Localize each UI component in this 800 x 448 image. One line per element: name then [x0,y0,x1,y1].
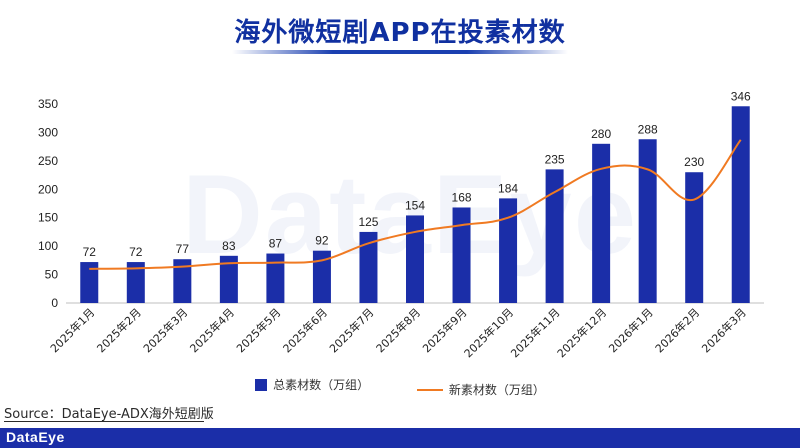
y-tick-label: 50 [45,268,59,282]
bar [312,250,331,303]
x-tick-label: 2025年12月 [554,305,609,360]
bar-value-label: 280 [591,127,611,141]
y-tick-label: 150 [38,211,58,225]
y-tick-label: 0 [51,296,58,310]
legend-label-total: 总素材数（万组） [273,378,370,392]
bar [638,139,657,303]
bar-value-label: 230 [684,155,704,169]
legend-item-new: 新素材数（万组） [416,381,545,398]
footer-bar: DataEye [0,428,800,448]
y-tick-label: 250 [38,154,58,168]
footer-logo: DataEye [6,429,65,445]
x-tick-label: 2026年3月 [699,305,749,355]
bar-value-label: 288 [638,122,658,136]
x-tick-label: 2025年7月 [326,305,376,355]
bar [266,253,285,303]
bar [499,198,518,303]
bar-value-label: 72 [129,245,143,259]
bar [731,106,750,303]
x-tick-label: 2025年1月 [47,305,97,355]
bar-value-label: 125 [358,215,378,229]
x-tick-label: 2026年2月 [652,305,702,355]
bar [545,169,564,303]
x-tick-label: 2026年1月 [606,305,656,355]
bar [685,172,704,303]
x-tick-label: 2025年5月 [233,305,283,355]
bar-value-label: 154 [405,198,425,212]
bar [592,143,611,303]
title-underline [232,50,568,54]
bar-value-label: 83 [222,239,236,253]
bar-value-label: 77 [176,242,190,256]
legend-bar-swatch [255,378,268,391]
bar-value-label: 346 [731,89,751,103]
y-tick-label: 300 [38,125,58,139]
bar-value-label: 235 [545,152,565,166]
line-series-new [89,139,742,270]
x-tick-label: 2025年4月 [187,305,237,355]
bar-value-label: 72 [83,245,97,259]
legend: 总素材数（万组） 新素材数（万组） [0,376,800,398]
legend-item-total: 总素材数（万组） [255,376,369,393]
page-title: 海外微短剧APP在投素材数 [234,18,566,48]
bar [173,259,192,303]
y-tick-label: 350 [38,97,58,111]
x-tick-label: 2025年2月 [94,305,144,355]
source-underline [4,421,204,422]
source-note: Source：DataEye-ADX海外短剧版 [4,407,214,422]
x-tick-label: 2025年6月 [280,305,330,355]
x-tick-label: 2025年9月 [419,305,469,355]
bar-value-label: 184 [498,181,518,195]
bar-value-label: 168 [452,190,472,204]
bar-value-label: 92 [315,234,329,248]
y-tick-label: 100 [38,239,58,253]
bar [80,262,99,303]
x-tick-label: 2025年3月 [140,305,190,355]
x-tick-label: 2025年8月 [373,305,423,355]
legend-line-swatch [416,388,443,391]
bar-value-label: 87 [269,237,283,251]
bar [219,255,238,303]
bar [359,231,378,303]
legend-label-new: 新素材数（万组） [448,383,545,397]
y-tick-label: 200 [38,182,58,196]
bar [126,262,145,303]
bar [452,207,471,303]
bar [406,215,424,303]
